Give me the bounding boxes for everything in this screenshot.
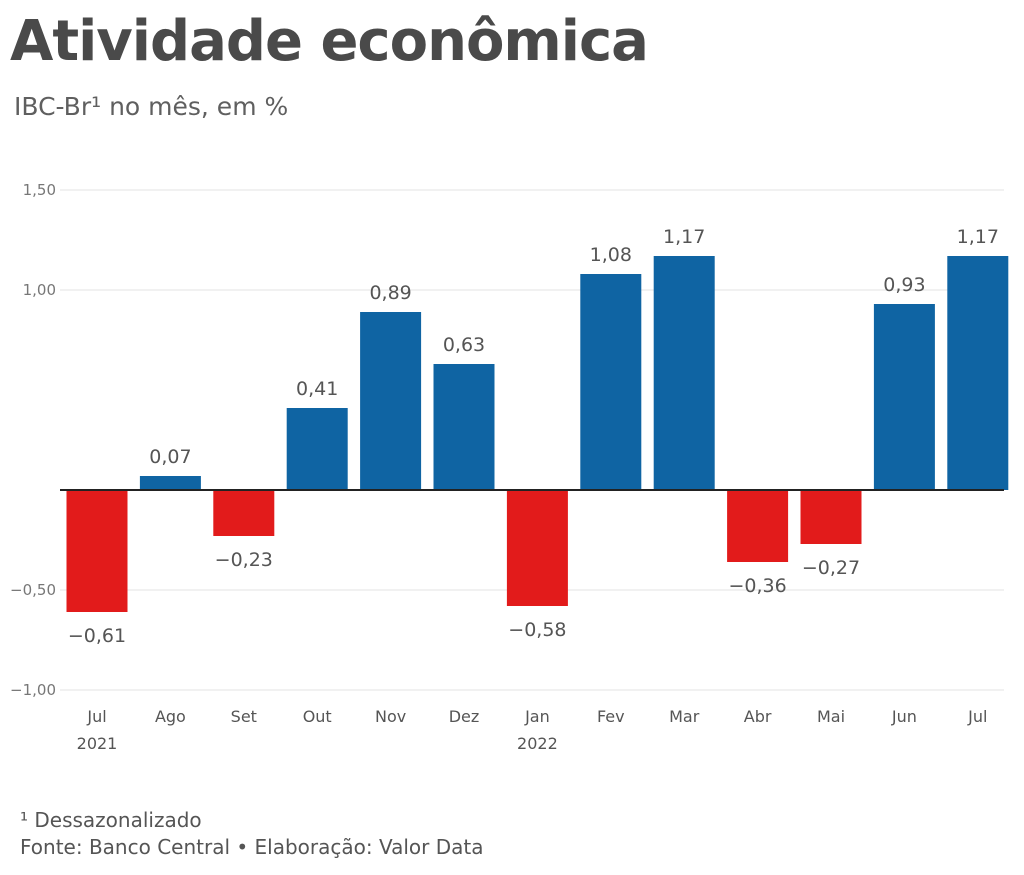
x-tick-label: Nov [375, 707, 406, 726]
data-label: 1,08 [590, 244, 632, 266]
x-year-label: 2022 [517, 734, 558, 753]
data-label: −0,23 [215, 549, 273, 571]
x-tick-label: Ago [155, 707, 186, 726]
bar [66, 490, 128, 612]
y-tick-label: 1,00 [23, 281, 56, 299]
data-label: 1,17 [957, 226, 999, 248]
bar [506, 490, 568, 606]
x-tick-label: Mar [669, 707, 700, 726]
x-tick-label: Fev [597, 707, 625, 726]
bar [653, 256, 715, 490]
data-label: −0,61 [68, 625, 126, 647]
x-tick-label: Jul [967, 707, 987, 726]
bar [433, 364, 495, 490]
bar [360, 312, 422, 490]
chart-subtitle: IBC-Br¹ no mês, em % [14, 92, 289, 121]
x-tick-label: Abr [744, 707, 772, 726]
data-labels: −0,61 0,07 −0,23 0,41 0,89 0,63 −0,58 1,08 1,17 −… [68, 226, 999, 647]
y-tick-label: −1,00 [10, 681, 56, 699]
data-label: 0,89 [369, 282, 411, 304]
footnote: ¹ Dessazonalizado [20, 808, 202, 832]
data-label: −0,27 [802, 557, 860, 579]
x-tick-label: Dez [449, 707, 480, 726]
bar [139, 476, 201, 490]
x-tick-labels: Jul Ago Set Out Nov Dez Jan Fev Mar Abr Mai Jun Jul 2… [77, 707, 988, 753]
x-tick-label: Jun [891, 707, 917, 726]
x-tick-label: Jan [524, 707, 550, 726]
x-tick-label: Set [231, 707, 257, 726]
bars [66, 256, 1009, 612]
source-note: Fonte: Banco Central • Elaboração: Valor… [20, 835, 484, 859]
bar [213, 490, 275, 536]
gridlines [60, 189, 1004, 691]
data-label: −0,36 [728, 575, 786, 597]
x-tick-label: Out [303, 707, 332, 726]
x-tick-label: Mai [817, 707, 845, 726]
x-tick-label: Jul [86, 707, 106, 726]
y-tick-label: −0,50 [10, 581, 56, 599]
bar-chart: 1,50 1,00 −0,50 −1,00 −0,61 0,07 −0,23 0,41 0,8… [10, 181, 1009, 753]
bar [873, 304, 935, 490]
y-tick-labels: 1,50 1,00 −0,50 −1,00 [10, 181, 56, 699]
bar [947, 256, 1009, 490]
data-label: 1,17 [663, 226, 705, 248]
bar [580, 274, 642, 490]
x-year-label: 2021 [77, 734, 118, 753]
data-label: 0,41 [296, 378, 338, 400]
bar [286, 408, 348, 490]
data-label: −0,58 [508, 619, 566, 641]
data-label: 0,93 [883, 274, 925, 296]
y-tick-label: 1,50 [23, 181, 56, 199]
chart-title: Atividade econômica [10, 9, 649, 74]
bar [800, 490, 862, 544]
data-label: 0,63 [443, 334, 485, 356]
data-label: 0,07 [149, 446, 191, 468]
bar [727, 490, 789, 562]
